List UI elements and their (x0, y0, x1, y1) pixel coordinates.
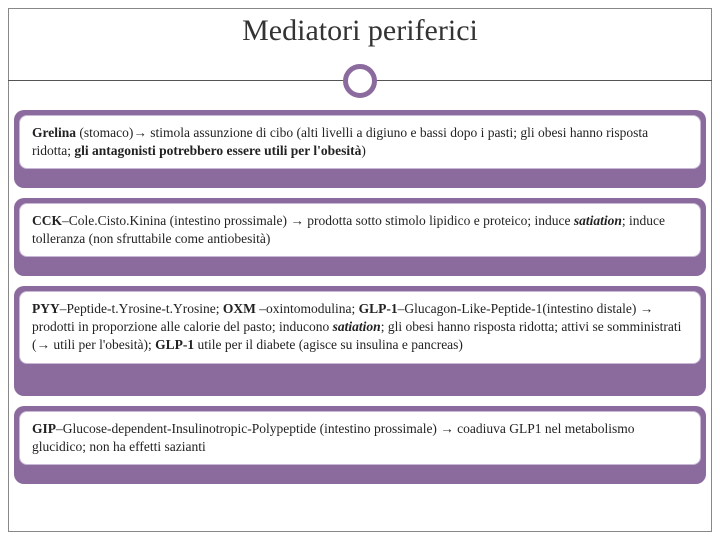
panel-gip: GIP–Glucose-dependent-Insulinotropic-Pol… (14, 406, 706, 484)
panel-1-tail: ) (361, 143, 366, 158)
panel-4-lead: GIP (32, 421, 56, 436)
panel-3-b3: GLP-1 (359, 301, 398, 316)
panel-2-italic: satiation (574, 213, 622, 228)
panel-3-b4: GLP-1 (155, 337, 197, 352)
panel-grelina: Grelina (stomaco)→ stimola assunzione di… (14, 110, 706, 188)
panel-3-italic: satiation (333, 319, 381, 334)
panel-3-b2: OXM (223, 301, 259, 316)
panel-pyy-body: PYY–Peptide-t.Yrosine-t.Yrosine; OXM –ox… (19, 291, 701, 364)
panel-grelina-body: Grelina (stomaco)→ stimola assunzione di… (19, 115, 701, 169)
panel-1-tail-bold: gli antagonisti potrebbero essere utili … (74, 143, 361, 158)
panel-cck-body: CCK–Cole.Cisto.Kinina (intestino prossim… (19, 203, 701, 257)
page-title: Mediatori periferici (0, 14, 720, 48)
panel-cck: CCK–Cole.Cisto.Kinina (intestino prossim… (14, 198, 706, 276)
panel-3-lead: PYY (32, 301, 60, 316)
panel-1-lead: Grelina (32, 125, 79, 140)
panel-pyy: PYY–Peptide-t.Yrosine-t.Yrosine; OXM –ox… (14, 286, 706, 396)
panel-3-tail: utile per il diabete (agisce su insulina… (198, 337, 463, 352)
title-circle-ornament (343, 64, 377, 98)
panel-gip-body: GIP–Glucose-dependent-Insulinotropic-Pol… (19, 411, 701, 465)
panel-2-lead: CCK (32, 213, 62, 228)
panel-2-text: –Cole.Cisto.Kinina (intestino prossimale… (62, 213, 574, 228)
panel-3-t2: –oxintomodulina; (259, 301, 358, 316)
panel-3-t1: –Peptide-t.Yrosine-t.Yrosine; (60, 301, 223, 316)
panel-4-text: –Glucose-dependent-Insulinotropic-Polype… (32, 421, 635, 454)
